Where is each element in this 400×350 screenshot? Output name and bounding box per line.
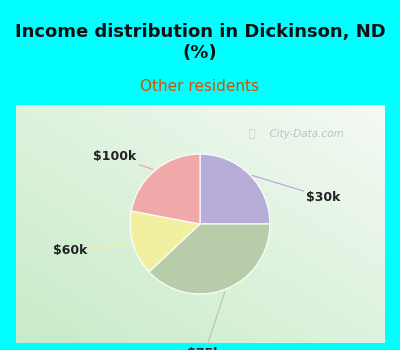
Wedge shape	[131, 154, 200, 224]
Wedge shape	[130, 211, 200, 272]
Text: City-Data.com: City-Data.com	[263, 128, 343, 139]
Wedge shape	[200, 154, 270, 224]
Text: $30k: $30k	[252, 175, 341, 204]
Text: ⦾: ⦾	[248, 128, 255, 139]
Text: $100k: $100k	[93, 150, 153, 169]
Wedge shape	[149, 224, 270, 294]
Text: Other residents: Other residents	[140, 79, 260, 93]
Text: $75k: $75k	[187, 292, 225, 350]
Text: $60k: $60k	[53, 244, 130, 257]
Text: Income distribution in Dickinson, ND
(%): Income distribution in Dickinson, ND (%)	[15, 23, 385, 62]
